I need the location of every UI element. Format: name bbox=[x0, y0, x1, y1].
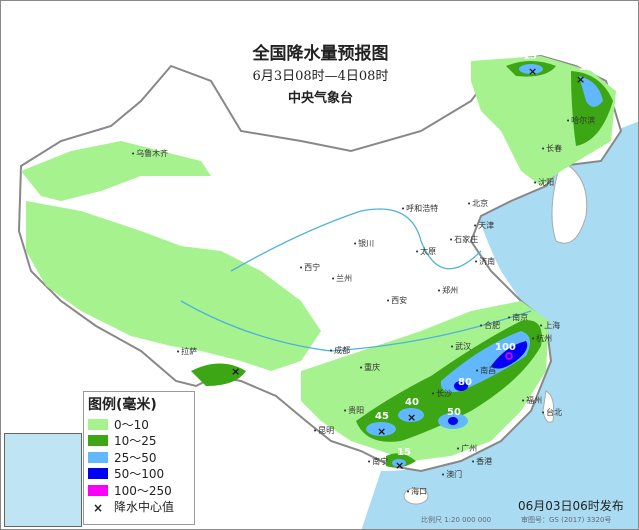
city-label: 南京 bbox=[507, 313, 528, 323]
city-label: 长春 bbox=[541, 144, 562, 154]
legend-label: 0～10 bbox=[114, 417, 149, 432]
city-label: 上海 bbox=[539, 321, 560, 331]
legend-title: 图例(毫米) bbox=[88, 397, 157, 413]
rain-10-25 bbox=[191, 363, 246, 386]
center-value: 15 bbox=[523, 51, 537, 62]
city-label: 广州 bbox=[456, 444, 477, 454]
legend-swatch bbox=[88, 451, 108, 463]
rain-50-100 bbox=[491, 341, 528, 369]
rain-center-marks: × × × × × × bbox=[231, 65, 585, 472]
south-china-sea-inset bbox=[4, 433, 82, 527]
legend-label: 25～50 bbox=[114, 450, 157, 465]
center-mark: × bbox=[576, 73, 585, 86]
center-value: 45 bbox=[375, 411, 389, 422]
city-label: 兰州 bbox=[331, 274, 352, 284]
rain-25-50 bbox=[392, 459, 406, 467]
city-label: 银川 bbox=[353, 239, 374, 249]
city-label: 长沙 bbox=[431, 389, 452, 399]
city-label: 石家庄 bbox=[449, 235, 478, 245]
center-value: 80 bbox=[458, 377, 472, 388]
issuer: 中央气象台 bbox=[287, 91, 353, 106]
center-value: 50 bbox=[447, 407, 461, 418]
rain-100-250 bbox=[505, 352, 513, 360]
rain-50-100 bbox=[448, 417, 458, 425]
rain-center-symbol: × bbox=[92, 501, 104, 516]
center-mark: × bbox=[407, 411, 416, 424]
legend-item: 100～250 bbox=[88, 482, 190, 499]
legend-label: 10～25 bbox=[114, 434, 157, 449]
city-label: 杭州 bbox=[531, 334, 552, 344]
city-label: 郑州 bbox=[437, 286, 458, 296]
rain-50-100 bbox=[454, 381, 468, 391]
rain-25-50 bbox=[519, 64, 543, 74]
legend-item: × 降水中心值 bbox=[88, 499, 190, 516]
city-label: 南昌 bbox=[475, 366, 496, 376]
city-label: 成都 bbox=[329, 346, 350, 356]
center-mark: × bbox=[377, 425, 386, 438]
city-label: 乌鲁木齐 bbox=[131, 149, 168, 159]
legend-swatch bbox=[88, 418, 108, 430]
yellow-river bbox=[230, 208, 482, 272]
city-label: 北京 bbox=[467, 199, 488, 209]
city-label: 沈阳 bbox=[533, 178, 554, 188]
city-label: 香港 bbox=[471, 457, 492, 467]
city-label: 昆明 bbox=[313, 426, 334, 436]
city-label: 合肥 bbox=[479, 321, 500, 331]
center-mark: × bbox=[231, 365, 240, 378]
legend-swatch bbox=[88, 468, 108, 480]
city-label: 贵阳 bbox=[343, 406, 364, 416]
city-label: 哈尔滨 bbox=[566, 116, 595, 126]
legend-swatch bbox=[88, 435, 108, 447]
rain-25-50 bbox=[579, 76, 603, 107]
legend-label: 降水中心值 bbox=[114, 500, 175, 515]
city-label: 济南 bbox=[474, 257, 495, 267]
city-label: 海口 bbox=[406, 487, 427, 497]
center-mark: × bbox=[528, 65, 537, 78]
city-label: 重庆 bbox=[359, 363, 380, 373]
issue-time: 06月03日06时发布 bbox=[518, 499, 624, 513]
legend-label: 100～250 bbox=[114, 483, 172, 498]
city-label: 西宁 bbox=[299, 263, 320, 273]
center-mark: × bbox=[395, 459, 404, 472]
legend-swatch bbox=[88, 484, 108, 496]
city-label: 呼和浩特 bbox=[401, 204, 438, 214]
rain-10-25 bbox=[571, 71, 613, 146]
city-label: 台北 bbox=[541, 408, 562, 418]
map-scale: 比例尺 1:20 000 000 bbox=[421, 516, 492, 524]
city-label: 西安 bbox=[386, 296, 407, 306]
center-value: 15 bbox=[397, 447, 411, 458]
legend-item: 50～100 bbox=[88, 466, 190, 483]
legend: 图例(毫米) 0～10 10～25 25～50 50～100 100～250 ×… bbox=[83, 391, 195, 525]
city-label: 南宁 bbox=[367, 457, 388, 467]
korea bbox=[551, 160, 588, 244]
forecast-period: 6月3日08时—4日08时 bbox=[252, 69, 389, 84]
center-value: 100 bbox=[495, 342, 516, 353]
legend-label: 50～100 bbox=[114, 467, 165, 482]
city-label: 拉萨 bbox=[176, 347, 197, 357]
rain-25-50 bbox=[366, 422, 396, 436]
city-label: 福州 bbox=[521, 396, 542, 406]
legend-item: 0～10 bbox=[88, 416, 190, 433]
city-label: 太原 bbox=[415, 247, 436, 257]
rain-25-50 bbox=[398, 408, 424, 422]
rain-0-10 bbox=[26, 201, 321, 371]
center-value: 15 bbox=[579, 62, 593, 73]
legend-item: 10～25 bbox=[88, 433, 190, 450]
review-number: 审图号：GS (2017) 3320号 bbox=[521, 516, 612, 524]
rain-25-50 bbox=[440, 331, 530, 393]
legend-item: 25～50 bbox=[88, 449, 190, 466]
city-label: 澳门 bbox=[441, 470, 462, 480]
map-title: 全国降水量预报图 bbox=[252, 44, 389, 64]
center-value: 40 bbox=[405, 397, 419, 408]
city-label: 武汉 bbox=[450, 342, 471, 352]
city-label: 天津 bbox=[473, 221, 494, 231]
